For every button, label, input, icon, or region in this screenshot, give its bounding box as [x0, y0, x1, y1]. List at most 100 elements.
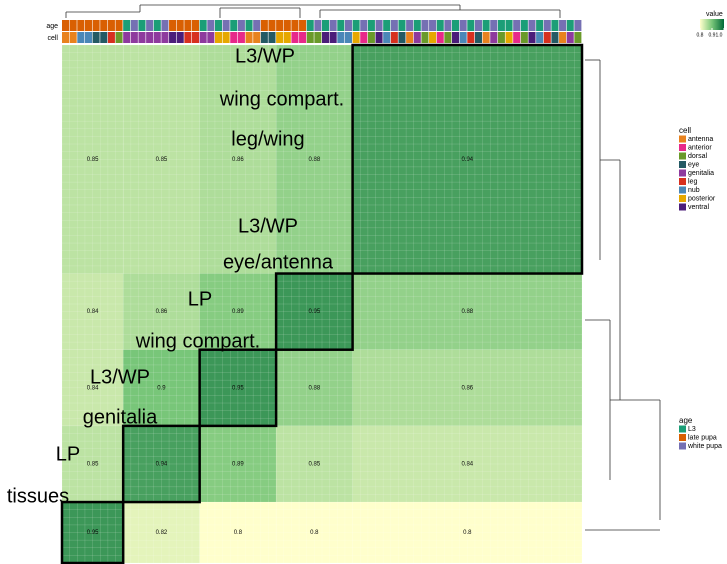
cell-annotation — [260, 32, 268, 43]
legend-swatch — [679, 169, 686, 177]
legend-swatch — [679, 425, 686, 433]
cell-annotation — [314, 32, 322, 43]
cluster-label: LP — [188, 288, 212, 310]
legend-label: genitalia — [688, 170, 714, 177]
block-value: 0.84 — [87, 385, 99, 391]
cell-annotation — [222, 32, 230, 43]
block-value: 0.86 — [232, 157, 244, 163]
heatmap-block — [199, 349, 277, 426]
legend-label: ventral — [688, 204, 709, 211]
block-value: 0.95 — [232, 385, 244, 391]
cell-annotation — [230, 32, 238, 43]
block-value: 0.84 — [87, 309, 99, 315]
age-annotation — [497, 20, 505, 31]
cell-annotation — [237, 32, 245, 43]
cell-annotation — [436, 32, 444, 43]
age-annotation — [253, 20, 261, 31]
age-annotation — [436, 20, 444, 31]
block-value: 0.84 — [461, 462, 473, 468]
legend-swatch — [679, 434, 686, 441]
cell-annotation — [77, 32, 85, 43]
age-annotation — [107, 20, 115, 31]
cell-annotation — [115, 32, 123, 43]
age-annotation — [375, 20, 383, 31]
age-annotation — [237, 20, 245, 31]
legend-label: late pupa — [688, 434, 717, 441]
age-annotation — [314, 20, 322, 31]
heatmap-block — [352, 273, 582, 350]
cell-annotation — [207, 32, 215, 43]
heatmap-block — [199, 425, 277, 503]
cell-annotation — [383, 32, 391, 43]
block-value: 0.88 — [461, 309, 473, 315]
cell-annotation — [390, 32, 398, 43]
cell-annotation — [92, 32, 100, 43]
age-annotation — [199, 20, 207, 31]
age-annotation — [146, 20, 154, 31]
age-annotation — [513, 20, 521, 31]
cell-annotation — [299, 32, 307, 43]
heatmap-block — [123, 45, 200, 274]
age-annotation — [192, 20, 200, 31]
age-annotation — [77, 20, 85, 31]
cell-annotation — [245, 32, 253, 43]
heatmap-block — [276, 273, 353, 350]
cell-annotation — [367, 32, 375, 43]
age-annotation — [383, 20, 391, 31]
cell-annotation — [344, 32, 352, 43]
cluster-label: leg/wing — [231, 128, 304, 150]
cluster-label: eye/antenna — [223, 251, 334, 273]
heatmap-block — [62, 273, 124, 350]
legend-label: L3 — [688, 426, 696, 433]
age-annotation — [543, 20, 551, 31]
heatmap-block — [123, 502, 200, 563]
cluster-box — [198, 348, 278, 428]
age-annotation — [123, 20, 131, 31]
age-annotation — [62, 20, 70, 31]
cell-annotation — [184, 32, 192, 43]
age-annotation — [100, 20, 108, 31]
cell-annotation — [268, 32, 276, 43]
block-value: 0.82 — [156, 530, 168, 536]
cell-annotation — [123, 32, 131, 43]
legend-label: anterior — [688, 144, 712, 151]
age-annotation — [490, 20, 498, 31]
cell-annotation — [482, 32, 490, 43]
cell-annotation — [497, 32, 505, 43]
cell-annotation — [322, 32, 330, 43]
age-annotation — [398, 20, 406, 31]
age-annotation — [406, 20, 414, 31]
age-annotation — [459, 20, 467, 31]
age-annotation — [413, 20, 421, 31]
block-value: 0.8 — [310, 530, 319, 536]
heatmap-block — [199, 502, 277, 563]
age-annotation — [337, 20, 345, 31]
age-annotation — [276, 20, 284, 31]
age-annotation — [352, 20, 360, 31]
cell-annotation — [528, 32, 536, 43]
heatmap-block — [123, 349, 200, 426]
legend-title: age — [679, 416, 693, 425]
cluster-label: wing compart. — [219, 88, 345, 110]
cell-annotation — [329, 32, 337, 43]
age-annotation — [230, 20, 238, 31]
age-annotation — [474, 20, 482, 31]
heatmap-block — [62, 45, 124, 274]
legend-label: dorsal — [688, 153, 708, 160]
block-value: 0.89 — [232, 462, 244, 468]
cell-annotation — [566, 32, 574, 43]
legend-swatch — [679, 135, 686, 143]
cell-annotation — [444, 32, 452, 43]
cell-annotation — [559, 32, 567, 43]
cell-annotation — [398, 32, 406, 43]
age-annotation — [505, 20, 513, 31]
heatmap-block — [276, 349, 353, 426]
legend-label: leg — [688, 178, 697, 185]
legend-label: posterior — [688, 195, 716, 202]
cell-annotation — [283, 32, 291, 43]
cell-annotation — [406, 32, 414, 43]
cell-annotation — [214, 32, 222, 43]
age-annotation — [429, 20, 437, 31]
cell-annotation — [490, 32, 498, 43]
cell-annotation — [513, 32, 521, 43]
